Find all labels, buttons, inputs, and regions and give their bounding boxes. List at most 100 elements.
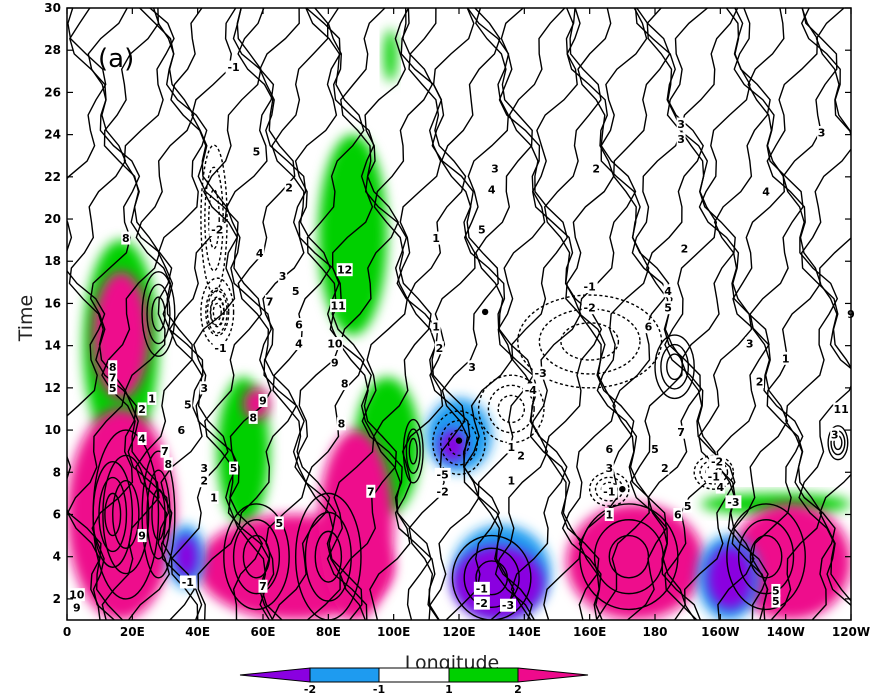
x-tick-label: 40E [185, 625, 210, 639]
contour-label: 7 [677, 426, 685, 439]
x-tick-label: 180 [642, 625, 667, 639]
contour-line [747, 8, 804, 620]
contour-label: -1 [603, 485, 615, 498]
contour-label: 6 [645, 321, 653, 334]
contour-label-bg [183, 398, 193, 412]
contour-label-bg [604, 507, 614, 521]
contour-label-group: 3 [467, 360, 477, 374]
contour-label: 1 [605, 508, 613, 521]
contour-line [339, 8, 399, 620]
contour-label: -2 [437, 485, 449, 498]
contour-label: 3 [491, 162, 499, 175]
contour-label-bg [176, 423, 186, 437]
contour-label-group: -2 [709, 455, 726, 469]
contour-label-group: 11 [833, 402, 850, 416]
contour-line [87, 8, 141, 620]
colorbar-segment [448, 667, 519, 683]
colorbar: -2 -1 1 2 [239, 667, 589, 695]
contour-label-group: 7 [160, 444, 170, 458]
positive-contour-loop [827, 425, 849, 461]
colorbar-segment [309, 667, 380, 683]
y-tick-label: 26 [44, 85, 61, 99]
contour-label-bg [294, 337, 304, 351]
positive-contour-loop [304, 511, 352, 602]
contour-line [595, 8, 650, 620]
contour-label: 1 [148, 392, 156, 405]
positive-contour-loop [242, 534, 271, 579]
contour-label: 5 [109, 382, 117, 395]
negative-contour-loop [447, 429, 471, 457]
max-marker [481, 308, 489, 316]
contour-label-group: 1 [147, 391, 157, 405]
contour-label-bg [516, 448, 526, 462]
contour-label-group: 2 [284, 180, 294, 194]
contour-label-bg [679, 242, 689, 256]
negative-contour-loop [538, 308, 641, 375]
contour-label-group: 10 [68, 588, 85, 602]
contour-label-bg [676, 425, 686, 439]
contour-label-bg [108, 381, 118, 395]
contour-label: 5 [478, 224, 486, 237]
contour-label: 2 [661, 462, 669, 475]
positive-contour-loop [593, 519, 664, 595]
y-tick-label: 4 [53, 550, 61, 564]
contour-label-bg [591, 161, 601, 175]
contour-label-group: 9 [72, 600, 82, 614]
contour-label-group: 3 [199, 381, 209, 395]
contour-label-group: 5 [229, 461, 239, 475]
contour-label-group: 2 [679, 242, 689, 256]
y-tick-label: 16 [44, 296, 61, 310]
colorbar-label: 2 [514, 683, 522, 695]
contour-label-bg [291, 284, 301, 298]
contour-label-bg [278, 269, 288, 283]
shaded-region-le-2 [439, 430, 466, 462]
shaded-region-ge2 [730, 503, 851, 620]
contour-label-bg [663, 301, 673, 315]
contour-label-bg [709, 455, 726, 469]
y-tick-label: 28 [44, 43, 61, 57]
max-marker [455, 437, 463, 444]
positive-contour-loop [608, 534, 650, 579]
contour-label: 10 [327, 338, 343, 351]
contour-label-group: -1 [705, 469, 722, 483]
contour-label: 5 [664, 302, 672, 315]
contour-label: 4 [256, 247, 264, 260]
contour-label-group: 6 [673, 507, 683, 521]
contour-label-bg [490, 161, 500, 175]
contour-label-bg [248, 410, 258, 424]
contour-label: 2 [285, 181, 293, 194]
contour-label-bg [487, 182, 497, 196]
contour-label-group: -1 [225, 60, 242, 74]
contour-label-group: 9 [137, 529, 147, 543]
contour-label-group: 5 [477, 223, 487, 237]
contour-label-bg [160, 444, 170, 458]
contour-line [294, 8, 341, 620]
contour-label-group: -1 [601, 484, 618, 498]
contour-label-bg [336, 417, 346, 431]
contour-label-bg [473, 596, 490, 610]
contour-label-bg [434, 467, 451, 481]
contour-label-group: -1 [212, 341, 229, 355]
positive-contour-loop [104, 492, 122, 537]
contour-label-group: 8 [108, 360, 118, 374]
contour-label: 10 [69, 589, 85, 602]
contour-label-group: 3 [676, 117, 686, 131]
contour-label: 3 [279, 270, 287, 283]
contour-line [612, 8, 671, 620]
contour-label-group: 1 [431, 320, 441, 334]
contour-label-group: 2 [755, 375, 765, 389]
x-tick-label: 20E [120, 625, 145, 639]
contour-label-group: -4 [522, 383, 539, 397]
negative-contour-loop [200, 144, 228, 294]
contour-label: 3 [818, 127, 826, 140]
contour-label: 4 [762, 186, 770, 199]
contour-label-group: 8 [336, 417, 346, 431]
positive-contour-loop [112, 480, 140, 549]
contour-label: -1 [214, 342, 226, 355]
contour-label-group: 6 [643, 320, 653, 334]
positive-contour-loop [146, 283, 171, 345]
y-tick-label: 2 [53, 592, 61, 606]
negative-contour-loop [517, 294, 663, 389]
contour-line [237, 8, 298, 620]
